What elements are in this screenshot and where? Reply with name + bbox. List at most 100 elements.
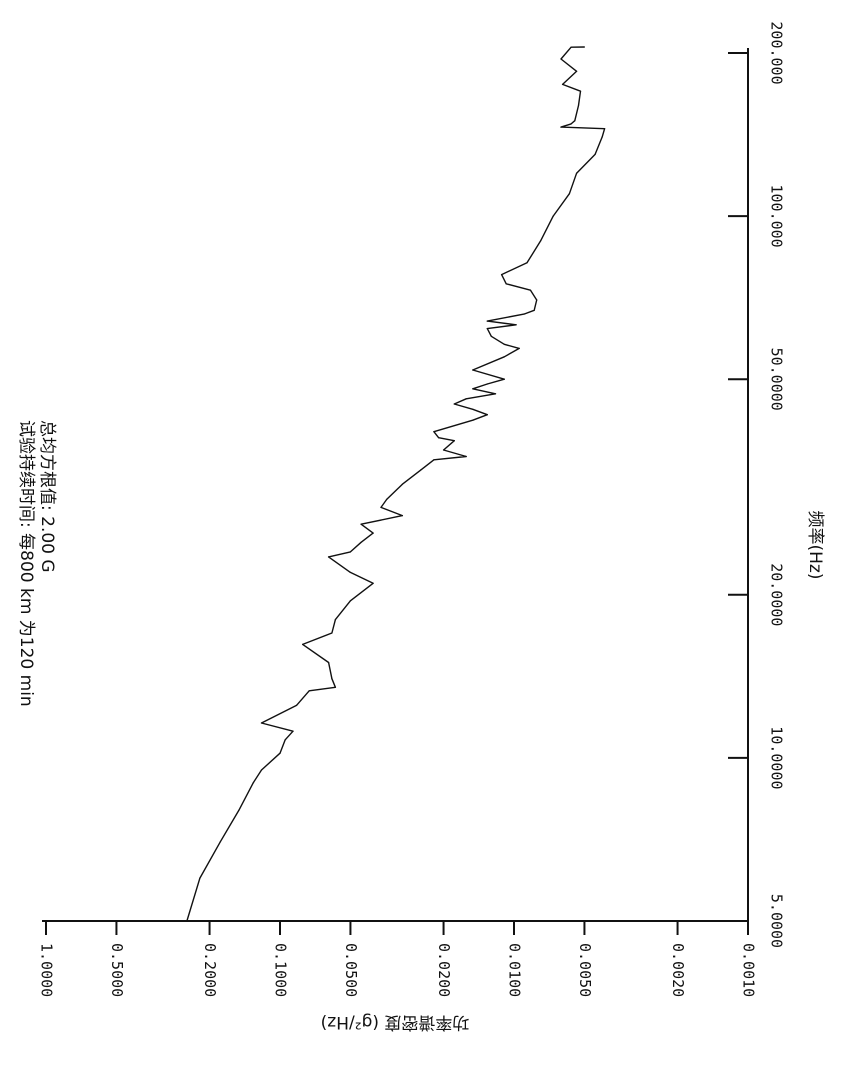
psd-data-point <box>594 153 596 155</box>
y-tick-label: 0.0100 <box>506 943 524 997</box>
psd-data-point <box>199 877 201 879</box>
psd-data-point <box>536 299 538 301</box>
psd-data-point <box>372 532 374 534</box>
x-tick-label: 50.0000 <box>768 348 786 411</box>
y-tick-label: 0.0010 <box>740 943 758 997</box>
y-tick-label: 0.1000 <box>272 943 290 997</box>
psd-data-point <box>505 283 507 285</box>
psd-data-point <box>472 388 474 390</box>
psd-data-point <box>453 403 455 405</box>
psd-data-point <box>334 619 336 621</box>
psd-data-point <box>574 120 576 122</box>
x-tick-label: 10.0000 <box>768 726 786 789</box>
x-tick-label: 5.0000 <box>768 894 786 948</box>
psd-data-point <box>219 841 221 843</box>
y-tick-label: 0.2000 <box>201 943 219 997</box>
psd-data-point <box>576 70 578 72</box>
psd-data-point <box>186 920 188 922</box>
psd-data-point <box>349 571 351 574</box>
y-tick-label: 0.5000 <box>108 943 126 997</box>
psd-data-point <box>472 369 474 371</box>
psd-data-point <box>583 46 586 48</box>
psd-data-point <box>465 398 467 400</box>
annotation-rms-value: 总均方根值: 2.00 G <box>37 420 57 573</box>
psd-data-point <box>568 193 571 195</box>
psd-data-point <box>503 378 505 380</box>
y-axis-ticks: 1.0000 0.5000 0.2000 0.1000 0.0500 0.0200 0.01… <box>38 921 758 997</box>
psd-data-point <box>380 506 382 508</box>
x-axis-title: 频率(Hz) <box>805 511 825 580</box>
psd-data-point <box>579 90 582 92</box>
psd-series-line <box>186 46 606 922</box>
psd-data-point <box>576 172 578 174</box>
psd-data-point <box>533 309 535 311</box>
psd-data-point <box>526 262 528 264</box>
psd-data-point <box>438 437 440 439</box>
psd-data-point <box>552 215 554 217</box>
psd-data-point <box>601 136 603 138</box>
psd-data-point <box>524 313 526 315</box>
psd-data-point <box>486 328 488 330</box>
psd-data-point <box>515 324 517 326</box>
psd-data-point <box>518 347 520 349</box>
axes <box>42 48 749 922</box>
psd-data-point <box>331 632 333 634</box>
psd-data-point <box>420 469 422 471</box>
psd-data-point <box>560 58 562 60</box>
psd-data-point <box>494 393 497 395</box>
x-tick-label: 20.0000 <box>768 563 786 626</box>
psd-data-point <box>292 730 294 732</box>
y-tick-label: 0.0050 <box>576 943 594 997</box>
psd-data-point <box>560 126 562 128</box>
psd-data-point <box>529 289 532 291</box>
psd-data-point <box>279 752 281 754</box>
psd-data-point <box>401 483 403 485</box>
psd-data-point <box>490 335 492 337</box>
psd-data-point <box>328 556 330 558</box>
y-tick-label: 1.0000 <box>38 943 56 997</box>
psd-data-point <box>433 431 435 433</box>
psd-data-point <box>238 809 240 812</box>
y-tick-label: 0.0500 <box>342 943 360 997</box>
psd-data-point <box>486 383 488 385</box>
psd-data-point <box>328 661 330 664</box>
psd-data-point <box>540 240 542 242</box>
psd-data-point <box>486 414 488 416</box>
psd-data-point <box>331 678 333 680</box>
y-tick-label: 0.0020 <box>669 943 687 997</box>
psd-data-point <box>503 356 505 358</box>
psd-data-point <box>433 459 435 461</box>
x-axis-ticks: 5.0000 10.0000 20.0000 50.0000 100.000 200.00… <box>728 21 786 948</box>
psd-data-point <box>360 523 362 525</box>
psd-data-point <box>284 739 286 741</box>
y-axis-title: 功率谱密度 (g²/Hz) <box>321 1012 470 1032</box>
x-tick-label: 100.000 <box>768 184 786 247</box>
psd-data-point <box>295 704 298 707</box>
psd-data-point <box>360 541 362 543</box>
series-layer <box>186 46 606 922</box>
psd-data-point <box>465 455 467 458</box>
y-tick-label: 0.0200 <box>435 943 453 997</box>
psd-data-point <box>453 440 455 442</box>
psd-data-point <box>570 123 572 125</box>
psd-data-point <box>562 83 564 85</box>
psd-data-point <box>401 515 403 517</box>
psd-data-point <box>604 128 606 130</box>
psd-data-point <box>334 686 336 688</box>
psd-data-point <box>349 600 351 602</box>
psd-data-point <box>486 320 488 322</box>
psd-data-point <box>372 582 374 584</box>
psd-data-point <box>577 104 580 107</box>
psd-data-point <box>443 449 445 451</box>
psd-data-point <box>501 274 503 276</box>
psd-data-point <box>260 769 263 771</box>
psd-data-point <box>349 551 351 553</box>
annotation-test-duration: 试验持续时间: 每800 km 为120 min <box>16 420 36 707</box>
psd-data-point <box>260 722 263 724</box>
psd-data-point <box>503 343 505 345</box>
psd-data-point <box>252 782 254 784</box>
x-tick-label: 200.000 <box>768 21 786 84</box>
psd-data-point <box>570 46 572 48</box>
psd-data-point <box>386 498 388 500</box>
psd-data-point <box>472 419 474 421</box>
